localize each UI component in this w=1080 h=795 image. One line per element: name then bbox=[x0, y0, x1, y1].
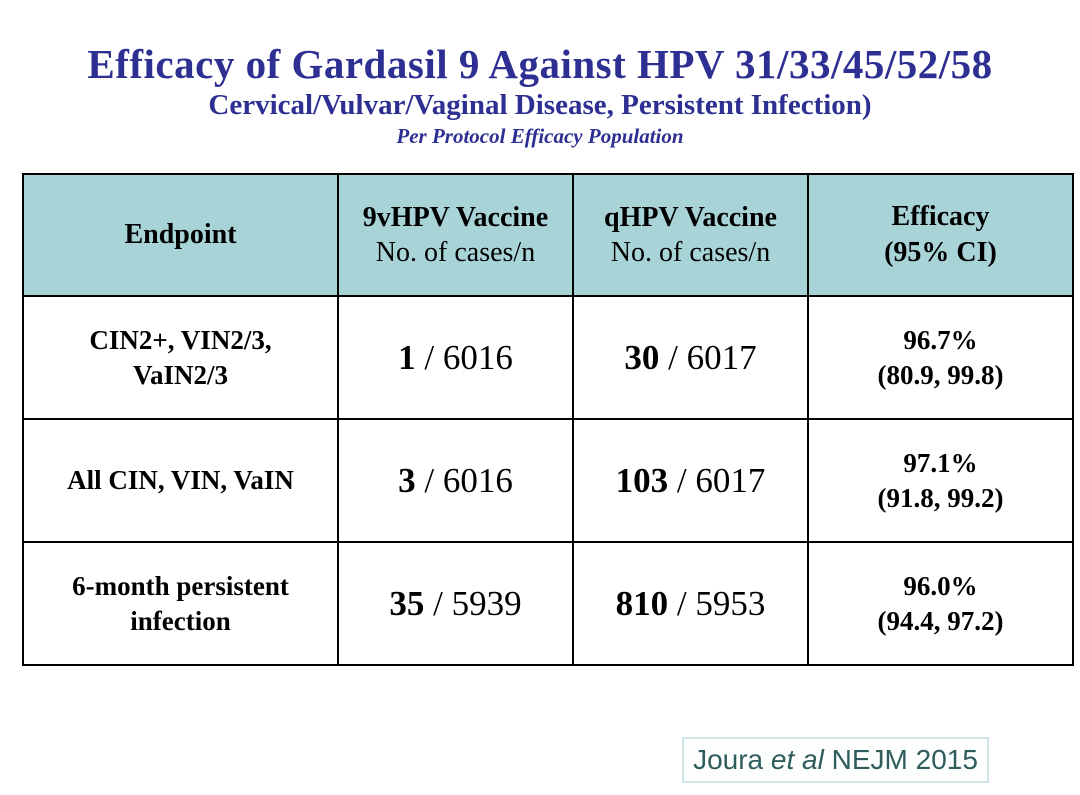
column-header-9vhpv: 9vHPV Vaccine No. of cases/n bbox=[337, 173, 574, 297]
citation-box: Joura et al NEJM 2015 bbox=[682, 737, 989, 783]
column-header-9vhpv-subtitle: No. of cases/n bbox=[375, 237, 536, 268]
9vhpv-cases-cell: 35 / 5939 bbox=[337, 541, 574, 666]
table-row: 6-month persistent infection 35 / 5939 8… bbox=[22, 541, 1074, 666]
slide-title: Efficacy of Gardasil 9 Against HPV 31/33… bbox=[87, 41, 993, 87]
cases-denominator: / 6016 bbox=[424, 337, 513, 377]
qhpv-cases-cell: 30 / 6017 bbox=[572, 295, 809, 420]
efficacy-table: Endpoint 9vHPV Vaccine No. of cases/n qH… bbox=[22, 173, 1074, 666]
cases-denominator: / 6017 bbox=[668, 337, 757, 377]
title-block: Efficacy of Gardasil 9 Against HPV 31/33… bbox=[0, 40, 1080, 150]
efficacy-cell: 97.1% (91.8, 99.2) bbox=[807, 418, 1074, 543]
column-header-qhpv-subtitle: No. of cases/n bbox=[610, 237, 771, 268]
cases-denominator: / 5953 bbox=[676, 583, 766, 623]
table-header-row: Endpoint 9vHPV Vaccine No. of cases/n qH… bbox=[22, 173, 1074, 297]
cases-denominator: / 5939 bbox=[433, 583, 522, 623]
column-header-endpoint: Endpoint bbox=[22, 173, 339, 297]
citation-etal: et al bbox=[770, 744, 824, 775]
cases-count: 1 bbox=[398, 337, 416, 377]
column-header-qhpv-title: qHPV Vaccine bbox=[604, 202, 777, 233]
qhpv-cases-cell: 103 / 6017 bbox=[572, 418, 809, 543]
cases-count: 3 bbox=[398, 460, 416, 500]
efficacy-cell: 96.7% (80.9, 99.8) bbox=[807, 295, 1074, 420]
column-header-9vhpv-title: 9vHPV Vaccine bbox=[362, 202, 549, 233]
cases-denominator: / 6016 bbox=[424, 460, 513, 500]
citation-journal-year: NEJM 2015 bbox=[823, 744, 978, 775]
column-header-qhpv: qHPV Vaccine No. of cases/n bbox=[572, 173, 809, 297]
endpoint-cell: All CIN, VIN, VaIN bbox=[22, 418, 339, 543]
9vhpv-cases-cell: 3 / 6016 bbox=[337, 418, 574, 543]
citation-author: Joura bbox=[693, 744, 771, 775]
cases-count: 103 bbox=[615, 460, 669, 500]
cases-count: 30 bbox=[624, 337, 660, 377]
efficacy-cell: 96.0% (94.4, 97.2) bbox=[807, 541, 1074, 666]
endpoint-cell: 6-month persistent infection bbox=[22, 541, 339, 666]
endpoint-cell: CIN2+, VIN2/3, VaIN2/3 bbox=[22, 295, 339, 420]
slide-population-note: Per Protocol Efficacy Population bbox=[396, 124, 684, 148]
table-row: CIN2+, VIN2/3, VaIN2/3 1 / 6016 30 / 601… bbox=[22, 295, 1074, 420]
column-header-efficacy: Efficacy (95% CI) bbox=[807, 173, 1074, 297]
column-header-efficacy-subtitle: (95% CI) bbox=[884, 237, 997, 268]
cases-count: 810 bbox=[615, 583, 669, 623]
slide-subtitle: Cervical/Vulvar/Vaginal Disease, Persist… bbox=[208, 89, 872, 121]
column-header-endpoint-label: Endpoint bbox=[124, 219, 237, 250]
table-row: All CIN, VIN, VaIN 3 / 6016 103 / 6017 9… bbox=[22, 418, 1074, 543]
cases-count: 35 bbox=[389, 583, 425, 623]
qhpv-cases-cell: 810 / 5953 bbox=[572, 541, 809, 666]
column-header-efficacy-title: Efficacy bbox=[891, 201, 990, 232]
9vhpv-cases-cell: 1 / 6016 bbox=[337, 295, 574, 420]
cases-denominator: / 6017 bbox=[676, 460, 766, 500]
